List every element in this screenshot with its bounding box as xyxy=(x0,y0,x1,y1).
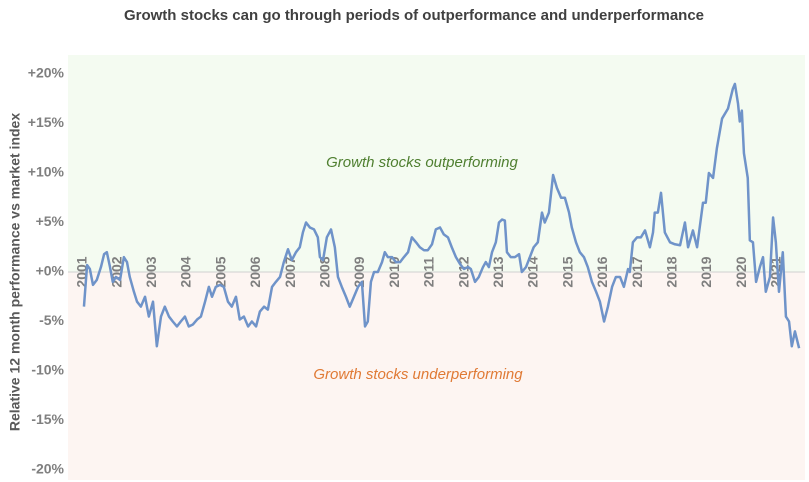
data-line xyxy=(82,82,801,349)
y-axis-label: Relative 12 month performance vs market … xyxy=(7,113,23,431)
x-tick-label: 2009 xyxy=(351,256,367,287)
x-tick-label: 2008 xyxy=(317,256,333,287)
x-tick-label: 2015 xyxy=(559,256,575,287)
y-tick-label: +5% xyxy=(36,213,65,229)
x-tick-label: 2010 xyxy=(386,256,402,287)
x-tick-label: 2018 xyxy=(664,256,680,287)
y-tick-label: -20% xyxy=(31,461,64,477)
x-tick-label: 2016 xyxy=(594,256,610,287)
x-tick-label: 2020 xyxy=(733,256,749,287)
x-tick-label: 2003 xyxy=(143,256,159,287)
x-tick-label: 2006 xyxy=(247,256,263,287)
y-tick-label: -5% xyxy=(39,312,64,328)
x-tick-label: 2014 xyxy=(525,256,541,287)
y-tick-label: +10% xyxy=(28,164,65,180)
y-tick-label: -15% xyxy=(31,411,64,427)
negative-zone xyxy=(68,272,805,480)
y-tick-label: -10% xyxy=(31,362,64,378)
y-tick-label: +20% xyxy=(28,65,65,81)
x-tick-label: 2004 xyxy=(178,256,194,287)
x-tick-label: 2005 xyxy=(212,256,228,287)
annotation: Growth stocks underperforming xyxy=(313,366,523,383)
chart-title: Growth stocks can go through periods of … xyxy=(124,7,704,24)
x-tick-label: 2013 xyxy=(490,256,506,287)
x-tick-label: 2007 xyxy=(282,256,298,287)
x-tick-label: 2017 xyxy=(629,256,645,287)
x-tick-label: 2019 xyxy=(698,256,714,287)
annotation: Growth stocks outperforming xyxy=(326,154,518,171)
y-tick-label: +15% xyxy=(28,114,65,130)
y-tick-label: +0% xyxy=(36,263,65,279)
x-tick-label: 2011 xyxy=(421,257,437,288)
